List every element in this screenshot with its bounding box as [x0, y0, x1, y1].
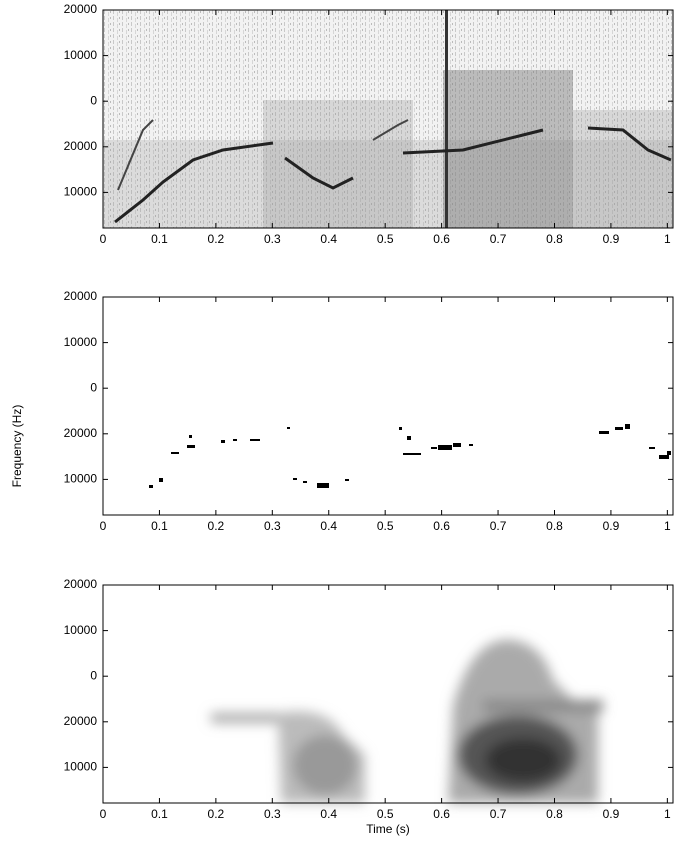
x-tick-label: 0.4	[320, 807, 337, 821]
x-tick-label: 0.6	[433, 519, 450, 533]
y-tick-label: 20000	[64, 289, 98, 303]
x-tick-label: 0.4	[320, 519, 337, 533]
y-tick-label: 0	[90, 668, 97, 682]
x-tick-label: 0	[100, 807, 107, 821]
x-tick-label: 0.6	[433, 807, 450, 821]
x-tick-label: 1	[664, 519, 671, 533]
x-tick-label: 0.1	[151, 807, 168, 821]
x-tick-label: 0.5	[377, 232, 394, 246]
x-tick-label: 0.3	[264, 807, 281, 821]
x-tick-label: 0.2	[208, 519, 225, 533]
x-tick-label: 0.3	[264, 232, 281, 246]
x-tick-label: 0.5	[377, 807, 394, 821]
spectrogram-image	[211, 639, 603, 803]
spectrogram-image	[103, 10, 673, 228]
y-tick-label: 20000	[64, 426, 98, 440]
x-tick-label: 0	[100, 519, 107, 533]
x-tick-label: 0.8	[546, 807, 563, 821]
y-tick-label: 20000	[64, 714, 98, 728]
y-tick-label: 20000	[64, 2, 98, 16]
x-tick-label: 0.9	[603, 807, 620, 821]
x-tick-label: 1	[664, 232, 671, 246]
x-tick-label: 0.2	[208, 232, 225, 246]
x-tick-label: 0.9	[603, 232, 620, 246]
x-tick-label: 1	[664, 807, 671, 821]
x-tick-label: 0.9	[603, 519, 620, 533]
x-tick-label: 0.5	[377, 519, 394, 533]
x-axis-label: Time (s)	[366, 822, 410, 836]
x-tick-label: 0.7	[490, 232, 507, 246]
x-tick-label: 0.8	[546, 519, 563, 533]
y-tick-label: 20000	[64, 139, 98, 153]
x-tick-label: 0.7	[490, 807, 507, 821]
plot-frame	[102, 584, 674, 804]
y-tick-label: 10000	[64, 472, 98, 486]
x-tick-label: 0.2	[208, 807, 225, 821]
y-tick-label: 0	[90, 93, 97, 107]
x-tick-label: 0.1	[151, 232, 168, 246]
y-tick-label: 10000	[64, 185, 98, 199]
x-tick-label: 0.7	[490, 519, 507, 533]
x-tick-label: 0	[100, 232, 107, 246]
y-tick-label: 10000	[64, 335, 98, 349]
x-tick-label: 0.3	[264, 519, 281, 533]
y-tick-label: 20000	[64, 577, 98, 591]
x-tick-label: 0.8	[546, 232, 563, 246]
plot-frame	[102, 9, 674, 229]
y-tick-label: 10000	[64, 48, 98, 62]
plot-frame	[102, 296, 674, 516]
spectrogram-image	[149, 424, 671, 488]
x-tick-label: 0.4	[320, 232, 337, 246]
y-tick-label: 10000	[64, 623, 98, 637]
x-tick-label: 0.1	[151, 519, 168, 533]
y-tick-label: 0	[90, 380, 97, 394]
y-axis-label: Frequency (Hz)	[10, 405, 24, 488]
y-tick-label: 10000	[64, 760, 98, 774]
x-tick-label: 0.6	[433, 232, 450, 246]
